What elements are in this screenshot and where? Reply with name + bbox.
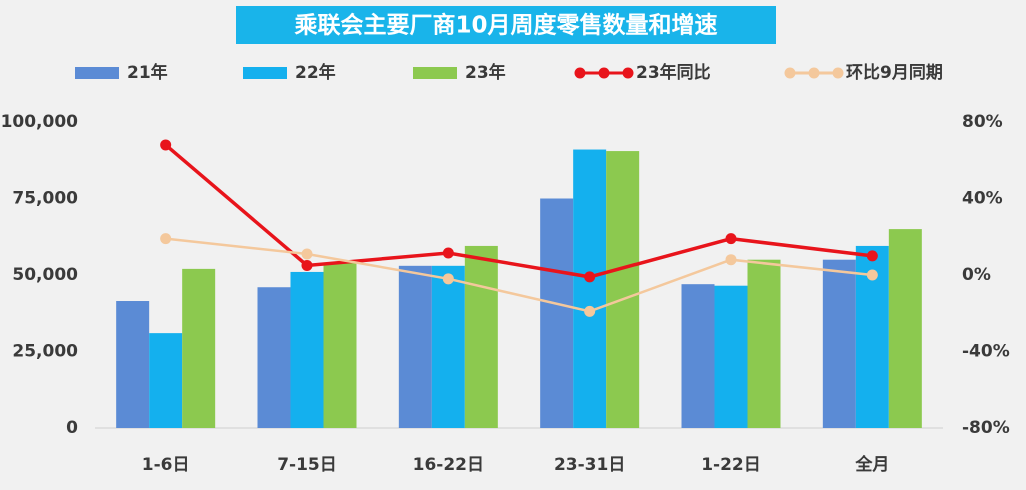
bar (116, 301, 150, 428)
bar (182, 268, 216, 428)
x-tick-label: 16-22日 (413, 455, 484, 475)
y2-tick-label: 40% (962, 189, 1003, 209)
x-tick-label: 全月 (854, 454, 889, 475)
x-tick-label: 23-31日 (554, 455, 625, 475)
point (160, 233, 172, 245)
point (442, 273, 454, 285)
y-tick-label: 0 (66, 418, 78, 438)
bar (149, 333, 183, 428)
y-tick-label: 25,000 (12, 342, 78, 362)
bar (540, 198, 574, 428)
point (866, 269, 878, 281)
y2-tick-label: -40% (962, 342, 1010, 362)
legend-label: 22年 (295, 62, 336, 83)
point (725, 254, 737, 266)
bar (398, 265, 432, 428)
x-tick-label: 1-22日 (701, 455, 761, 475)
bar (257, 287, 291, 428)
x-tick-label: 7-15日 (277, 455, 337, 475)
point (584, 271, 596, 283)
point (725, 233, 737, 245)
bar (431, 265, 465, 428)
bar (464, 245, 498, 428)
bar (714, 285, 748, 428)
point (584, 305, 596, 317)
bar (573, 149, 607, 429)
legend-dot (574, 67, 586, 79)
y-tick-label: 50,000 (12, 265, 78, 285)
bar (606, 151, 640, 428)
bar (290, 271, 324, 428)
legend-dot (832, 67, 844, 79)
point (442, 247, 454, 259)
legend-swatch (243, 67, 287, 79)
y2-tick-label: 80% (962, 112, 1003, 132)
y-tick-label: 75,000 (12, 189, 78, 209)
bar (888, 229, 922, 428)
legend-dot (808, 67, 820, 79)
y-tick-label: 100,000 (1, 112, 79, 132)
bar (681, 284, 715, 428)
chart-title: 乘联会主要厂商10月周度零售数量和增速 (293, 12, 717, 39)
legend-dot (622, 67, 634, 79)
bar (323, 262, 357, 428)
legend-label: 23年同比 (636, 62, 711, 83)
point (301, 248, 313, 260)
legend-label: 21年 (127, 62, 168, 83)
legend-swatch (413, 67, 457, 79)
point (301, 259, 313, 271)
point (866, 250, 878, 262)
point (160, 139, 172, 151)
legend-label: 23年 (465, 62, 506, 83)
title-box (236, 6, 776, 44)
bar (822, 259, 856, 428)
legend-dot (598, 67, 610, 79)
line (165, 237, 873, 313)
x-tick-label: 1-6日 (142, 455, 190, 475)
y2-tick-label: 0% (962, 265, 991, 285)
bar (747, 259, 781, 428)
legend-label: 环比9月同期 (846, 62, 943, 83)
line (164, 143, 873, 279)
y2-tick-label: -80% (962, 418, 1010, 438)
legend-dot (784, 67, 796, 79)
legend-swatch (75, 67, 119, 79)
